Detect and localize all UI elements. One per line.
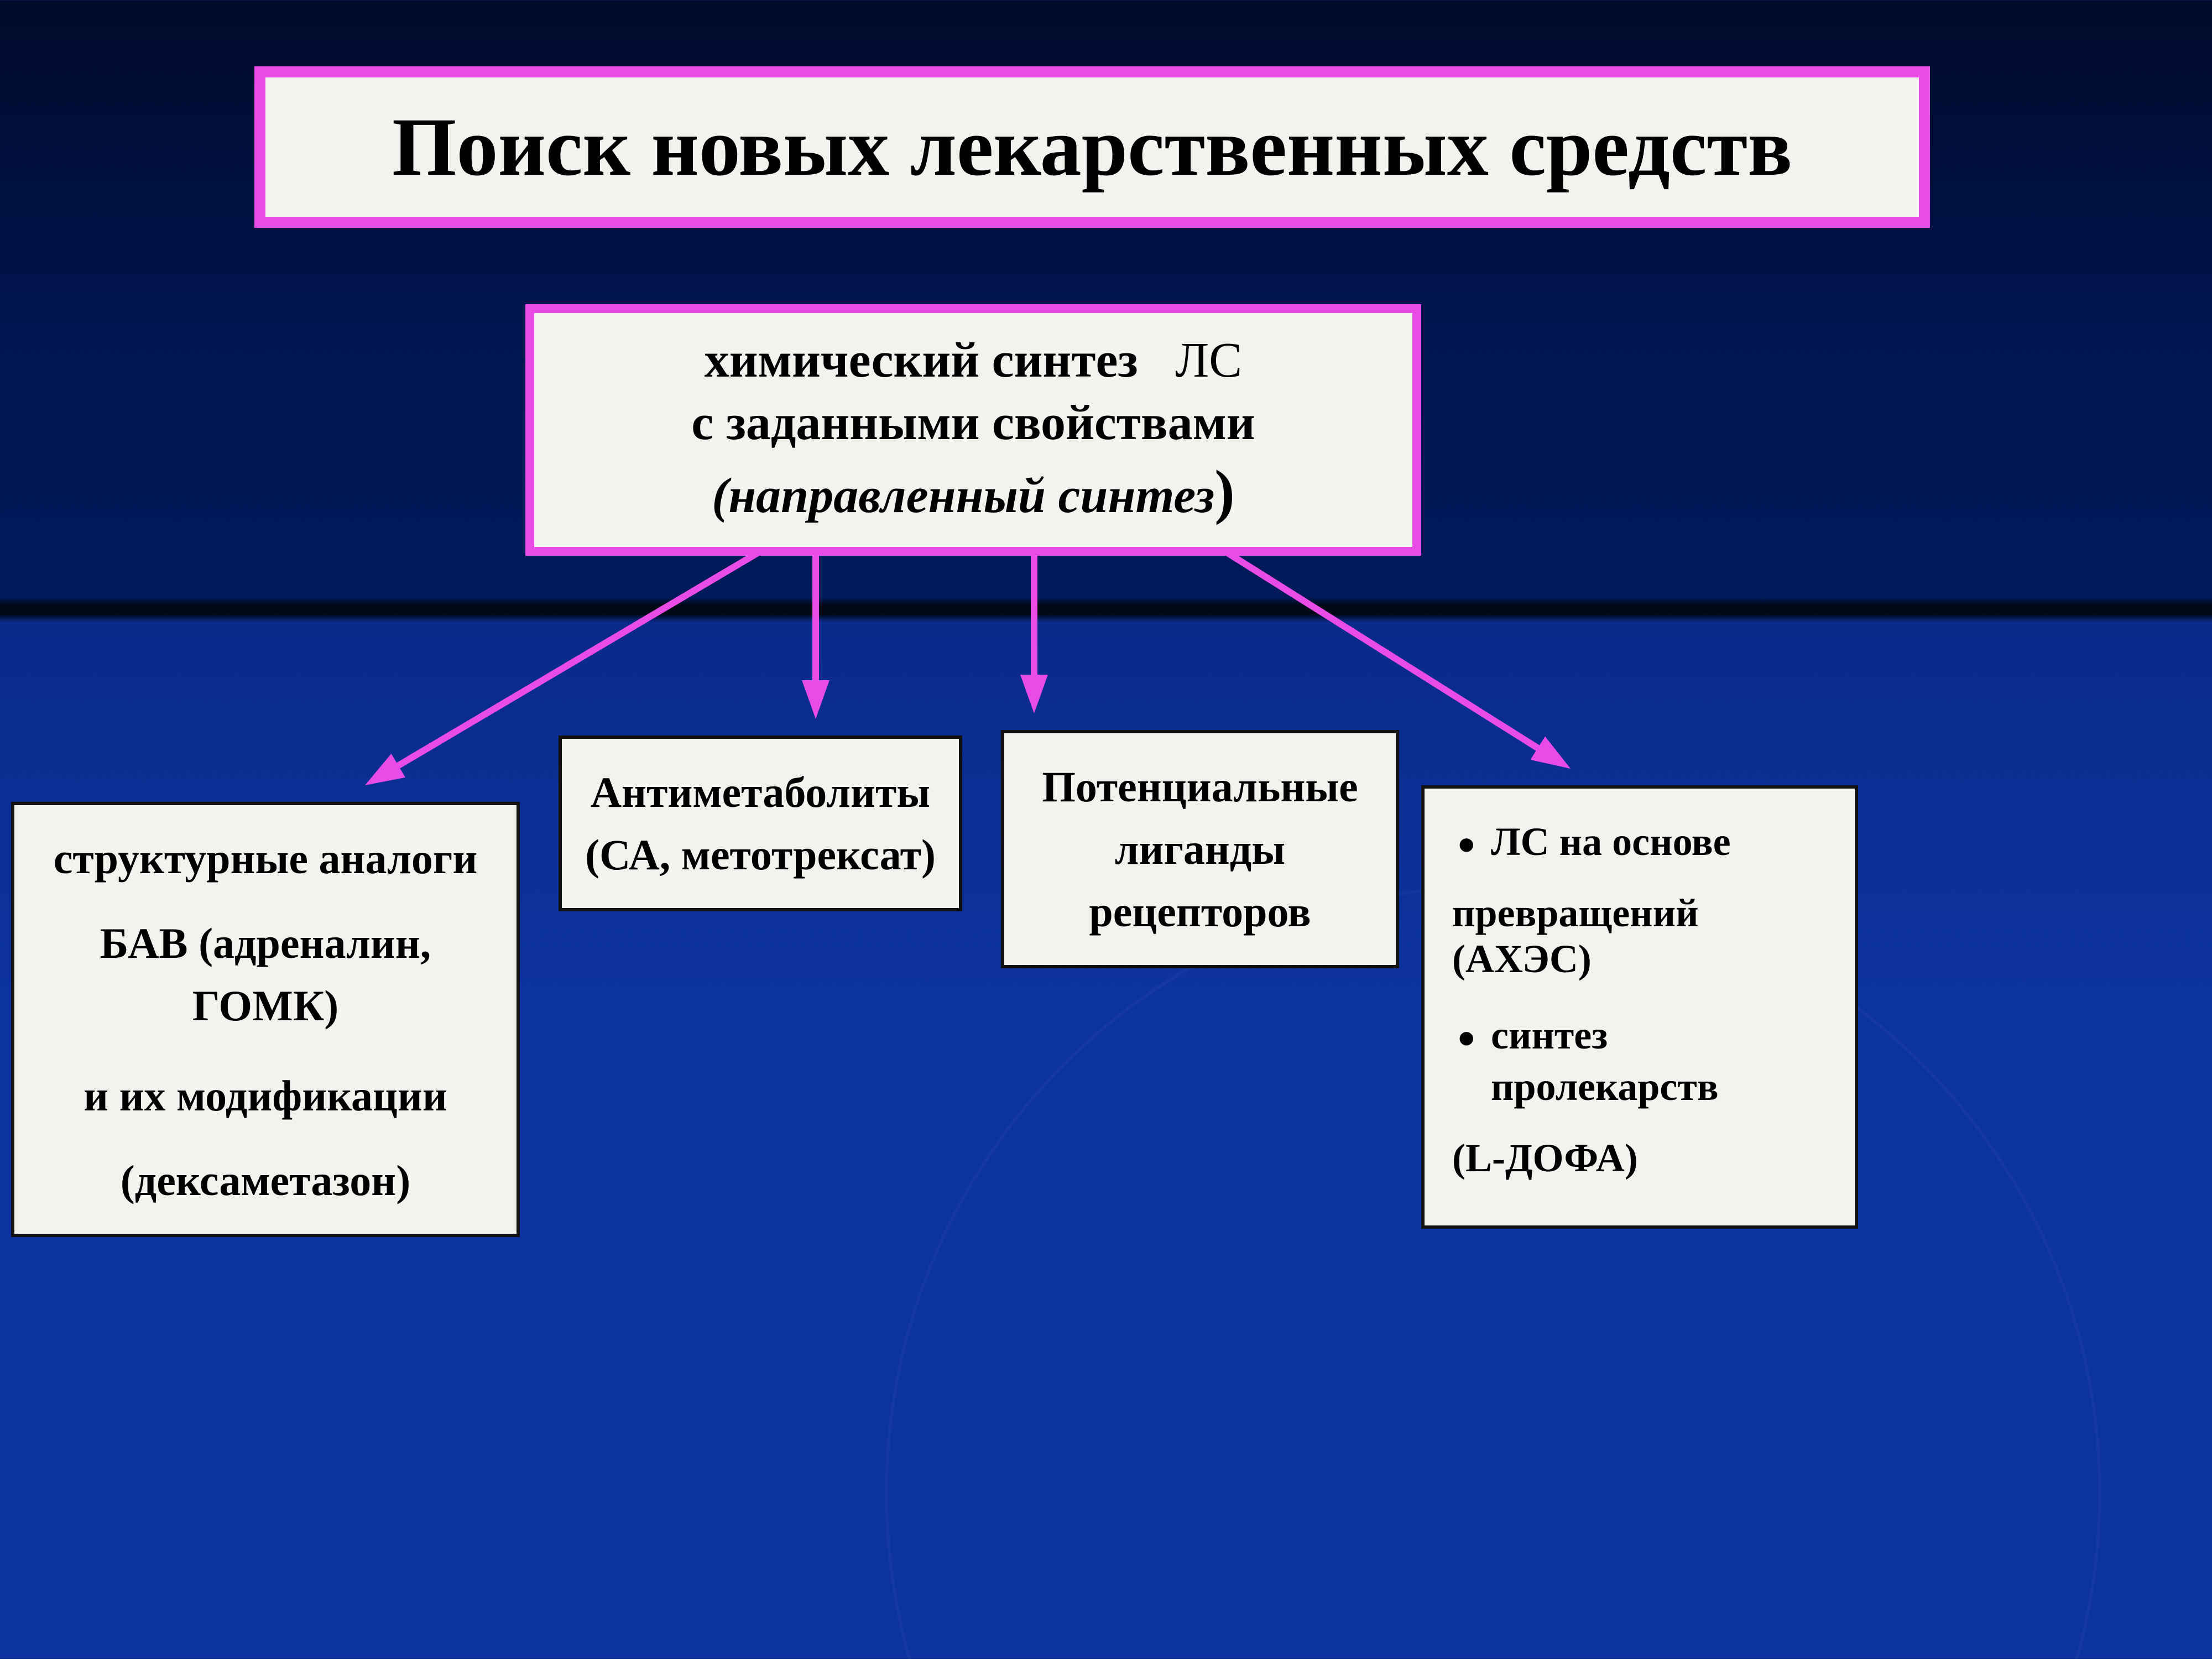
child4-bullet-list: ЛС на основе	[1441, 816, 1838, 868]
parent-line-2: с заданными свойствами	[567, 392, 1379, 455]
child4-tail: (L-ДОФА)	[1441, 1135, 1838, 1181]
child-box-2: Антиметаболиты (СА, метотрексат)	[559, 735, 962, 911]
child1-l3: и их модификации	[31, 1065, 500, 1127]
child-box-4: ЛС на основе превращений (АХЭС) синтез п…	[1421, 785, 1858, 1229]
title-box: Поиск новых лекарственных средств	[254, 66, 1930, 228]
parent-line1-bold: химический синтез	[705, 333, 1138, 388]
child4-b1: ЛС на основе	[1491, 820, 1731, 864]
child3-text: Потенциальные лиганды рецепторов	[1021, 755, 1379, 943]
parent-box: химический синтез ЛС с заданными свойств…	[525, 304, 1421, 556]
child4-bullet-2: синтез пролекарств	[1452, 1010, 1827, 1113]
parent-line-3: (направленный синтез)	[567, 454, 1379, 530]
title-text: Поиск новых лекарственных средств	[310, 100, 1875, 195]
child-box-3: Потенциальные лиганды рецепторов	[1001, 730, 1399, 968]
child1-l4: (дексаметазон)	[31, 1149, 500, 1212]
child4-b2: синтез пролекарств	[1491, 1013, 1719, 1109]
child-box-1: структурные аналоги БАВ (адреналин, ГОМК…	[11, 802, 520, 1237]
child1-l1: структурные аналоги	[31, 827, 500, 890]
child4-b1-cont: превращений (АХЭС)	[1441, 890, 1838, 982]
child4-bullet-1: ЛС на основе	[1452, 816, 1827, 868]
parent-line3-italic: (направленный синтез	[712, 468, 1214, 523]
child4-bullet-list-2: синтез пролекарств	[1441, 1010, 1838, 1113]
child1-l2: БАВ (адреналин, ГОМК)	[31, 912, 500, 1037]
parent-line-1: химический синтез ЛС	[567, 330, 1379, 392]
child2-text: Антиметаболиты (СА, метотрексат)	[578, 761, 942, 886]
parent-line3-close: )	[1214, 458, 1235, 525]
parent-line1-plain: ЛС	[1175, 333, 1242, 388]
